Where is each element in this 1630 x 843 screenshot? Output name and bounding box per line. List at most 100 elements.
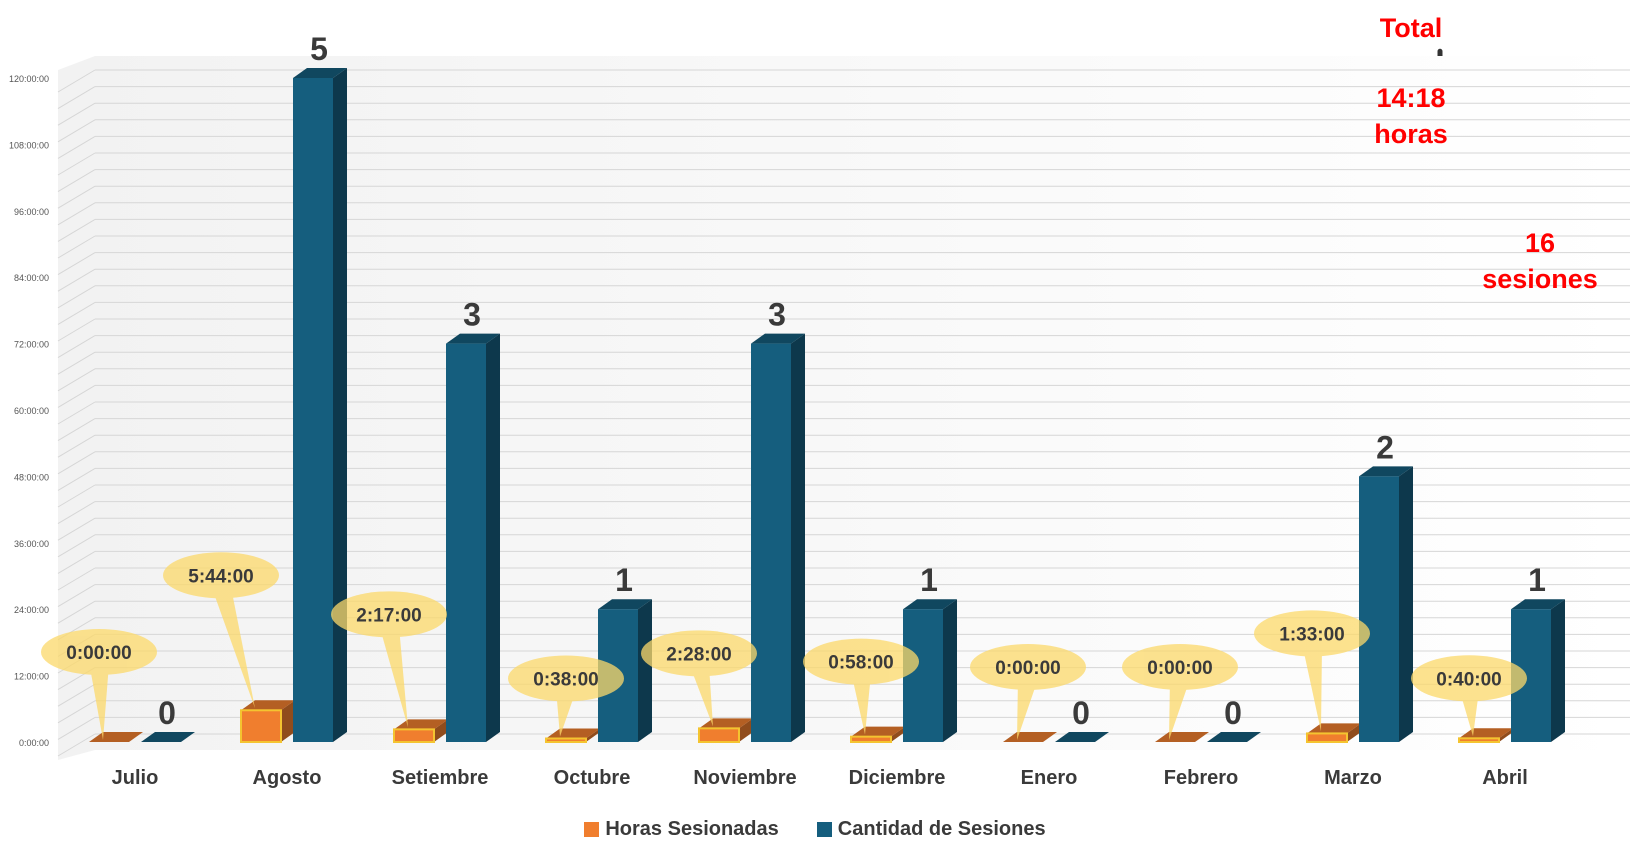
bar-hours-front bbox=[545, 737, 587, 743]
gridline-diagonal bbox=[57, 69, 96, 93]
y-tick-label: 0:00:00 bbox=[19, 738, 49, 748]
bar-sessions-side bbox=[333, 68, 347, 742]
bar-sessions bbox=[446, 333, 500, 742]
bars bbox=[89, 68, 1565, 744]
bar-hours-front bbox=[698, 727, 740, 743]
x-tick-label: Abril bbox=[1482, 767, 1528, 789]
legend-item-hours: Horas Sesionadas bbox=[584, 818, 779, 841]
callout-tail bbox=[1017, 677, 1038, 740]
y-axis: 0:00:00 12:00:00 24:00:00 36:00:00 48:00:00 6… bbox=[9, 74, 49, 748]
callout-hours bbox=[1254, 610, 1370, 732]
legend-label-sessions: Cantidad de Sesiones bbox=[837, 818, 1046, 840]
gridline-diagonal bbox=[57, 534, 96, 558]
bar-hours bbox=[240, 700, 295, 744]
callout-hours bbox=[803, 638, 919, 735]
gridline-diagonal bbox=[57, 351, 96, 375]
callout-hours bbox=[970, 644, 1086, 740]
gridline-diagonal bbox=[57, 119, 96, 143]
bar-hours bbox=[1155, 732, 1209, 742]
bar-sessions bbox=[1055, 732, 1109, 742]
bar-hours-top bbox=[1003, 732, 1057, 742]
data-label-sessions: 1 bbox=[920, 562, 938, 598]
bar-hours bbox=[393, 719, 448, 743]
data-label-hours: 0:00:00 bbox=[66, 643, 132, 664]
data-label-hours: 0:58:00 bbox=[828, 653, 894, 674]
x-tick-label: Enero bbox=[1021, 767, 1078, 789]
bar-sessions-top bbox=[1207, 732, 1261, 742]
data-label-sessions: 0 bbox=[1224, 695, 1242, 731]
callout-tail bbox=[1302, 643, 1322, 732]
bar-sessions-top bbox=[446, 333, 500, 344]
bar-sessions bbox=[141, 732, 195, 742]
bar-hours-front bbox=[1458, 737, 1500, 743]
bar-sessions-top bbox=[293, 68, 347, 78]
x-tick-label: Octubre bbox=[554, 767, 631, 789]
gridline-diagonal bbox=[57, 484, 96, 508]
callout-bubble bbox=[508, 655, 624, 702]
bar-sessions-side bbox=[791, 333, 805, 742]
y-tick-label: 24:00:00 bbox=[14, 605, 49, 615]
callout-bubble bbox=[41, 629, 157, 675]
callout-bubble bbox=[641, 630, 757, 677]
bar-hours bbox=[698, 718, 753, 743]
bar-hours-side bbox=[891, 726, 905, 742]
gridline-diagonal bbox=[57, 301, 96, 325]
bar-hours bbox=[1306, 723, 1361, 744]
bar-sessions-top bbox=[1359, 466, 1413, 477]
gridline-diagonal bbox=[57, 401, 96, 425]
bar-hours-side bbox=[586, 728, 600, 742]
summary-hours-unit: horas bbox=[1374, 119, 1448, 149]
gridline-diagonal bbox=[57, 185, 96, 209]
data-label-sessions: 0 bbox=[1072, 695, 1090, 731]
gridline-diagonal bbox=[57, 418, 96, 442]
legend: Horas Sesionadas Cantidad de Sesiones bbox=[0, 818, 1630, 841]
data-label-hours: 1:33:00 bbox=[1279, 624, 1345, 645]
data-label-sessions: 1 bbox=[615, 562, 633, 598]
gridline-diagonal bbox=[57, 368, 96, 392]
bar-hours bbox=[1003, 732, 1057, 742]
bar-sessions bbox=[1359, 466, 1413, 742]
y-tick-label: 48:00:00 bbox=[14, 472, 49, 482]
callout-tail bbox=[1169, 677, 1190, 740]
gridline-diagonal bbox=[57, 135, 96, 159]
callout-tail bbox=[851, 671, 871, 735]
hours-callouts: 0:00:00 5:44:00 2:17:00 0:38:00 2:28:00 0:58:… bbox=[41, 552, 1527, 740]
bar-hours-side bbox=[281, 700, 295, 742]
callout-bubble bbox=[1254, 610, 1370, 657]
gridline-diagonal bbox=[57, 169, 96, 193]
y-tick-label: 108:00:00 bbox=[9, 140, 49, 150]
gridline-diagonal bbox=[57, 600, 96, 624]
summary-sessions-value: 16 bbox=[1524, 228, 1556, 258]
gridline-diagonal bbox=[57, 683, 96, 707]
y-tick-label: 120:00:00 bbox=[9, 74, 49, 84]
data-label-sessions: 1 bbox=[1528, 562, 1546, 598]
y-tick-label: 36:00:00 bbox=[14, 539, 49, 549]
data-label-sessions: 5 bbox=[310, 31, 328, 67]
callout-tail bbox=[689, 663, 713, 727]
bar-sessions-front bbox=[293, 78, 333, 742]
y-tick-label: 60:00:00 bbox=[14, 406, 49, 416]
bar-sessions-front bbox=[1359, 476, 1399, 742]
gridline-diagonal bbox=[57, 86, 96, 110]
bar-sessions bbox=[751, 333, 805, 742]
gridline-diagonal bbox=[57, 584, 96, 608]
data-label-hours: 0:00:00 bbox=[1147, 658, 1213, 679]
x-tick-label: Marzo bbox=[1324, 767, 1382, 789]
gridline-diagonal bbox=[57, 252, 96, 276]
x-tick-label: Agosto bbox=[253, 767, 322, 789]
bar-sessions-side bbox=[1399, 466, 1413, 742]
bar-hours-front bbox=[1306, 732, 1348, 744]
bar-sessions-front bbox=[446, 343, 486, 742]
bar-hours-front bbox=[240, 709, 282, 744]
legend-item-sessions: Cantidad de Sesiones bbox=[816, 818, 1046, 841]
bar-sessions bbox=[293, 68, 347, 742]
bar-sessions-top bbox=[141, 732, 195, 742]
bar-sessions-top bbox=[1511, 599, 1565, 610]
bar-hours-front bbox=[393, 728, 435, 743]
bar-sessions-side bbox=[1551, 599, 1565, 742]
data-labels: 0 5 3 1 3 1 0 0 2 1 bbox=[158, 31, 1546, 731]
bar-hours-top bbox=[1155, 732, 1209, 742]
gridline-diagonal bbox=[57, 268, 96, 292]
callout-hours bbox=[508, 655, 624, 737]
